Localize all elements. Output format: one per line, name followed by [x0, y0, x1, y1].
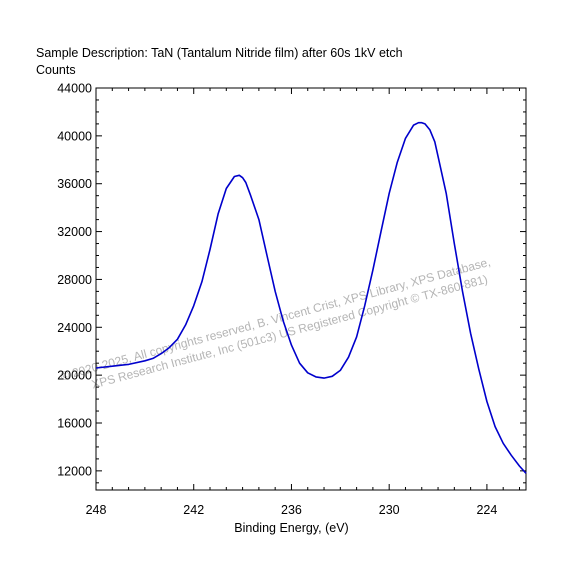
x-tick-label: 224: [476, 503, 497, 517]
watermark-line-2: XPS Research Institute, Inc (501c3) US R…: [90, 272, 489, 392]
axis-ticks: 12000 16000 20000 24000 28000 32000 36000 40000…: [57, 82, 526, 517]
x-tick-label: 248: [86, 503, 107, 517]
y-tick-label: 16000: [57, 417, 92, 431]
copyright-watermark: © 2020-2025, All copyrights reserved, B.…: [59, 255, 492, 392]
y-tick-label: 20000: [57, 369, 92, 383]
x-tick-label: 230: [379, 503, 400, 517]
series-group: [95, 121, 527, 474]
y-tick-label: 28000: [57, 273, 92, 287]
watermark-line-1: © 2020-2025, All copyrights reserved, B.…: [59, 255, 492, 384]
plot-frame: [95, 87, 527, 491]
x-tick-label: 236: [281, 503, 302, 517]
y-tick-label: 12000: [57, 464, 92, 478]
y-axis-label: Counts: [36, 63, 76, 77]
y-tick-label: 40000: [57, 129, 92, 143]
y-tick-label: 24000: [57, 321, 92, 335]
y-tick-label: 36000: [57, 177, 92, 191]
x-axis-label: Binding Energy, (eV): [234, 521, 349, 535]
x-tick-label: 242: [183, 503, 204, 517]
y-tick-label: 32000: [57, 225, 92, 239]
y-tick-label: 44000: [57, 82, 92, 96]
chart-title: Sample Description: TaN (Tantalum Nitrid…: [36, 46, 403, 60]
series-line-0: [95, 121, 527, 474]
